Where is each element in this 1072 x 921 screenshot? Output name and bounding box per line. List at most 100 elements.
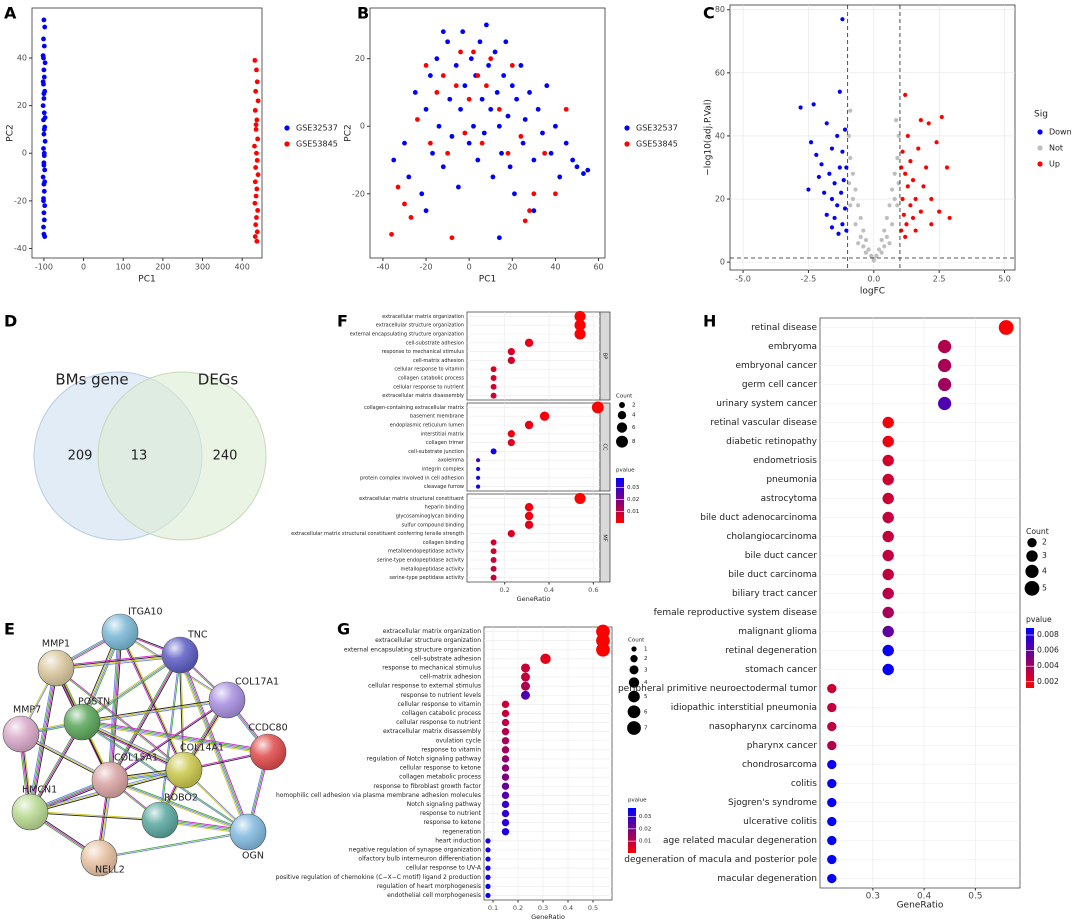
network-edge [119,631,185,771]
point [415,117,420,122]
y-tick-label: collagen-containing extracellular matrix [364,405,464,411]
node-label: CCDC80 [248,723,287,734]
y-tick-label: response to fibroblast growth factor [373,783,481,790]
point [890,187,895,192]
panel-background [466,493,601,583]
facet-strip [599,493,611,583]
y-tick-label: interstitial matrix [421,431,464,437]
point [850,196,855,202]
y-tick-label: Sjogren's syndrome [728,798,817,808]
y-tick-label: cell-substrate junction [408,449,464,455]
point [254,117,260,123]
point [842,127,848,132]
point [253,122,259,128]
point [486,63,491,68]
y-tick-label: collagen catabolic process [402,710,481,717]
legend-swatch [624,125,630,131]
point [853,187,858,192]
point [939,114,944,120]
point [929,196,934,202]
point [41,217,47,223]
legend-size [1025,564,1039,578]
point [42,60,48,66]
point [557,174,563,180]
legend-title: Count [628,638,645,644]
dot [827,721,837,732]
x-tick-label: 2.5 [933,275,946,284]
y-tick-label: extracellular matrix disassembly [382,393,464,399]
legend-label: 0.008 [1037,630,1059,639]
dot [882,492,894,505]
legend-size [616,435,628,448]
point [505,150,511,156]
legend-label: 2 [1042,538,1047,547]
y-tick-label: positive regulation of chemokine (C−X−C … [276,874,482,881]
dot [507,438,515,447]
y-tick-label: external encapsulating structure organiz… [344,646,481,653]
y-tick-label: extracellular matrix disassembly [383,728,481,735]
legend-size [1024,580,1040,596]
network-edge [29,812,160,822]
point [406,174,412,180]
point [869,253,874,258]
dot [501,800,510,809]
x-tick-label: 0.4 [563,904,573,912]
point [252,107,258,113]
legend-swatch [284,125,290,131]
point [836,231,841,236]
network-edge [81,722,268,754]
y-tick-label: retinal disease [751,323,817,333]
legend-title: pvalue [1026,615,1052,624]
network-edge [110,632,122,781]
y-tick-label: urinary system cancer [716,399,817,409]
dot [574,319,586,331]
legend-title: pvalue [628,798,647,804]
network-edge [56,655,181,670]
dot [827,759,837,770]
y-tick-label: negative regulation of synapse organizat… [349,846,481,853]
point [808,140,814,145]
y-tick-label: cellular response to vitamin [398,701,482,708]
point [866,247,871,252]
panel-label: G [337,620,350,639]
y-tick-label: collagen binding [423,540,464,546]
dot [882,587,894,600]
legend-size [627,705,641,719]
point [449,235,455,241]
point [509,83,515,89]
point [895,203,900,208]
point [918,118,923,123]
y-tick-label: 80 [715,5,725,14]
node-shine [64,704,100,740]
venn-count: 240 [213,449,238,464]
legend-label: 0.02 [639,826,651,832]
point [856,203,861,208]
color-bar [616,478,624,523]
point [840,149,845,154]
y-tick-label: glycosaminoglycan binding [396,514,464,520]
legend-label: 4 [644,680,648,686]
point [423,208,429,214]
y-tick-label: protein complex involved in cell adhesio… [360,475,464,481]
point [423,106,429,112]
node-label: HMCN1 [22,785,57,796]
node-label: ROBO2 [164,793,198,804]
node-shine [250,734,286,770]
y-tick-label: biliary tract cancer [732,589,817,599]
legend-label: Not [1049,144,1063,153]
legend-label: GSE32537 [296,124,338,133]
legend-label: 0.01 [639,839,651,845]
point [488,106,494,112]
point [863,237,869,243]
point [892,196,897,202]
point [548,150,554,156]
point [937,209,942,214]
venn-set-label: BMs gene [55,371,128,389]
y-tick-label: degeneration of macula and posterior pol… [624,855,817,865]
point [253,88,259,94]
dot [490,557,497,563]
y-tick-label: extracellular matrix organization [382,314,464,320]
point [882,244,887,249]
point [527,90,532,95]
network-edge [82,655,181,724]
